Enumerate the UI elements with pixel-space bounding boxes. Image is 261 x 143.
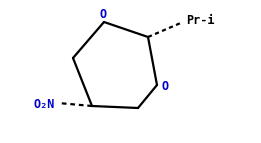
- Text: O₂N: O₂N: [34, 98, 55, 111]
- Text: O: O: [161, 81, 168, 94]
- Text: Pr-i: Pr-i: [186, 14, 215, 27]
- Text: O: O: [99, 8, 106, 21]
